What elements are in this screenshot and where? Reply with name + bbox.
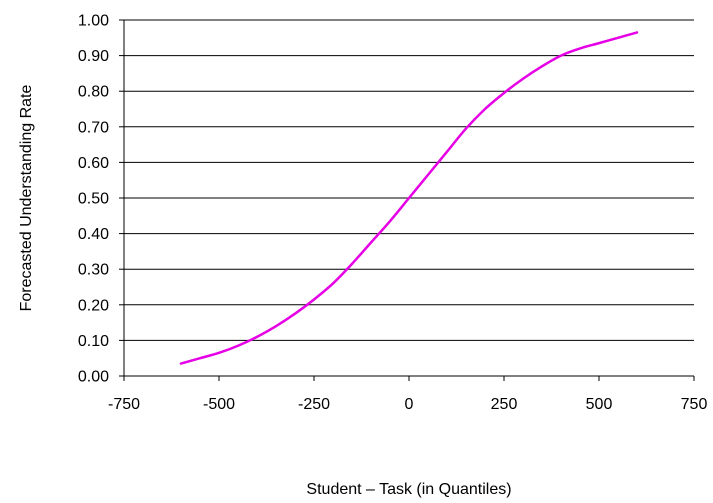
series-line-0 xyxy=(179,31,639,365)
tick-labels: 0.00 0.10 0.20 0.30 0.40 0.50 0.60 0.70 0.80 0.90… xyxy=(78,13,708,414)
y-axis-label: Forecasted Understanding Rate xyxy=(18,85,35,312)
x-tick-label-4: 250 xyxy=(491,396,518,413)
x-tick-label-3: 0 xyxy=(405,396,414,413)
y-tick-label-4: 0.40 xyxy=(78,226,109,243)
x-tick-label-0: -750 xyxy=(108,396,140,413)
grid-lines xyxy=(124,19,694,341)
x-tick-label-5: 500 xyxy=(586,396,613,413)
y-tick-label-2: 0.20 xyxy=(78,297,109,314)
y-tick-label-0: 0.00 xyxy=(78,369,109,386)
y-tick-label-7: 0.70 xyxy=(78,119,109,136)
x-tick-label-1: -500 xyxy=(203,396,235,413)
series-layer xyxy=(179,31,639,365)
y-tick-label-8: 0.80 xyxy=(78,84,109,101)
y-tick-label-1: 0.10 xyxy=(78,333,109,350)
y-tick-label-5: 0.50 xyxy=(78,191,109,208)
y-tick-label-9: 0.90 xyxy=(78,48,109,65)
y-tick-label-6: 0.60 xyxy=(78,155,109,172)
axes xyxy=(119,19,695,381)
y-tick-label-10: 1.00 xyxy=(78,13,109,30)
y-tick-label-3: 0.30 xyxy=(78,262,109,279)
x-tick-label-2: -250 xyxy=(298,396,330,413)
x-axis-label: Student – Task (in Quantiles) xyxy=(306,481,511,498)
x-tick-label-6: 750 xyxy=(681,396,708,413)
